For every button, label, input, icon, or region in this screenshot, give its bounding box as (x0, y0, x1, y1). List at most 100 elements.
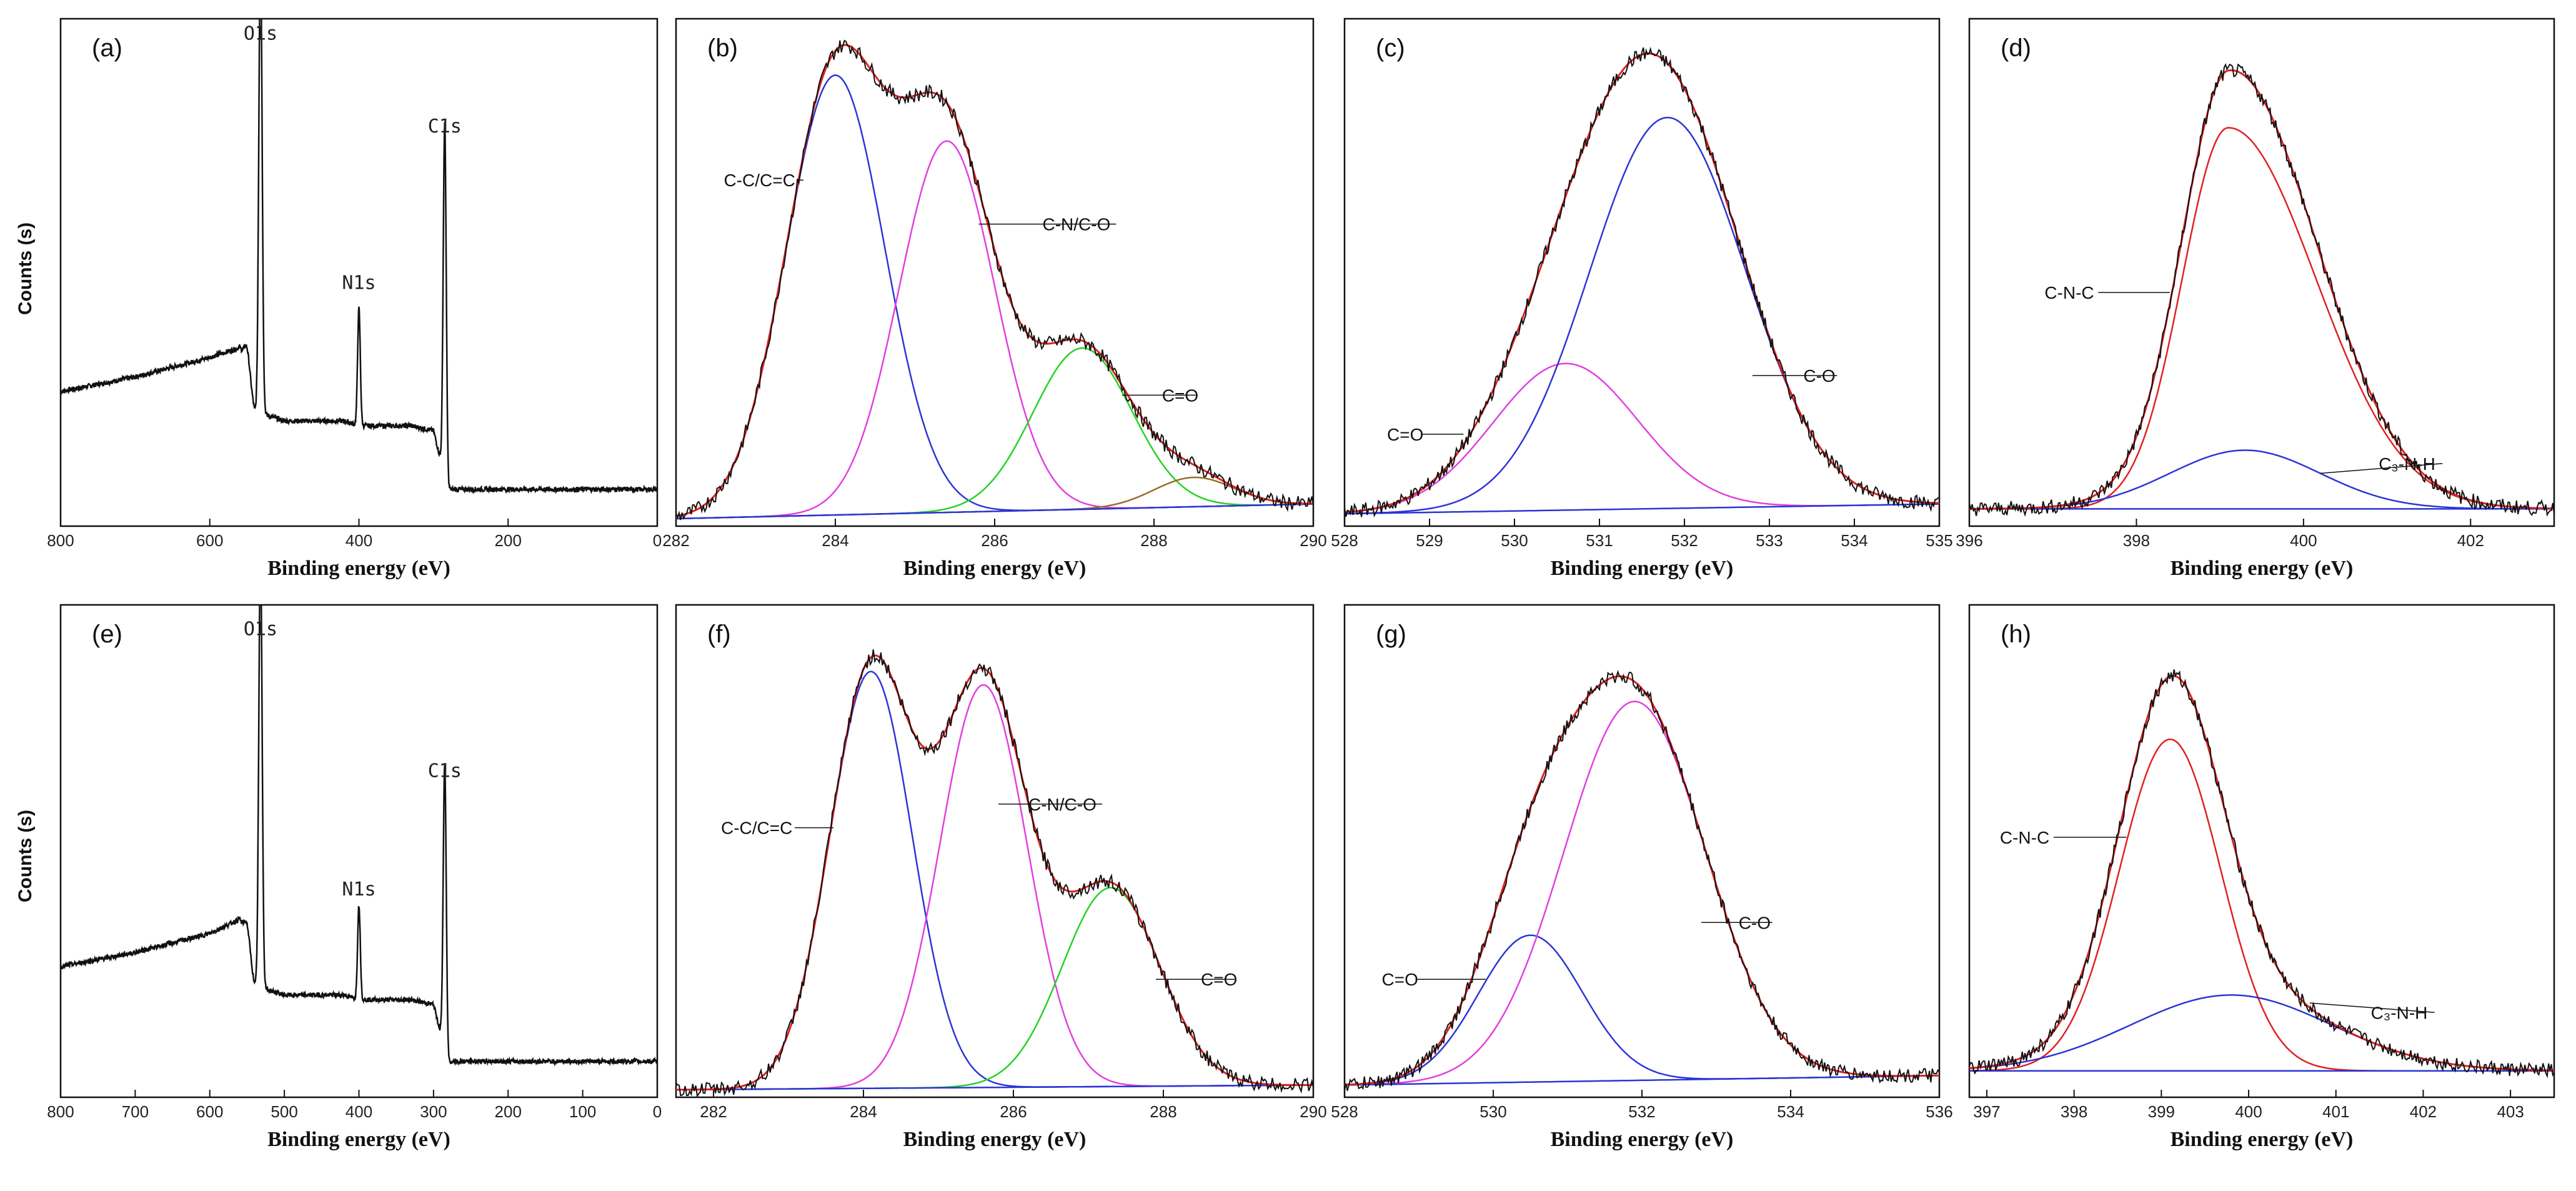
x-tick-label: 535 (1926, 531, 1952, 550)
x-tick-label: 288 (1150, 1102, 1176, 1121)
x-tick-label: 0 (653, 531, 662, 550)
x-axis-title: Binding energy (eV) (267, 1128, 450, 1151)
x-tick-label: 530 (1501, 531, 1528, 550)
x-tick-label: 200 (495, 531, 522, 550)
annotation-label: C-O (1803, 366, 1835, 386)
x-axis-title: Binding energy (eV) (2171, 1128, 2354, 1151)
peak-label: N1s (342, 879, 375, 900)
panel-frame (1968, 17, 2555, 527)
panel-e: 800 700 600 500 400 300 200 100 0 Binding energy … (47, 604, 662, 1151)
x-tick-label: 300 (420, 1102, 447, 1121)
x-tick-label: 528 (1331, 531, 1358, 550)
annotation-label: C-N/C-O (1028, 795, 1097, 814)
x-axis-title: Binding energy (eV) (2171, 557, 2354, 580)
x-tick-label: 401 (2322, 1102, 2349, 1121)
plot-area (61, 605, 657, 1067)
series-c-n-c (1969, 127, 2554, 510)
annotation-label: C₃-N-H (2371, 1003, 2428, 1022)
x-tick-label: 288 (1140, 531, 1167, 550)
y-axis-label-top: Counts (s) (15, 222, 36, 315)
x-tick-label: 398 (2061, 1102, 2087, 1121)
x-tick-label: 536 (1926, 1102, 1952, 1121)
x-tick-label: 282 (700, 1102, 727, 1121)
x-tick-label: 600 (196, 531, 223, 550)
x-tick-label: 100 (569, 1102, 596, 1121)
plot-area (1969, 62, 2554, 517)
x-tick-label: 534 (1777, 1102, 1804, 1121)
peak-label: O1s (244, 618, 277, 640)
x-tick-label: 534 (1841, 531, 1867, 550)
x-tick-label: 400 (2235, 1102, 2262, 1121)
x-tick-label: 700 (122, 1102, 149, 1121)
x-axis-title: Binding energy (eV) (903, 557, 1087, 580)
series-raw (676, 39, 1313, 521)
survey-spectrum (61, 19, 657, 495)
annotation-leader (2309, 1002, 2435, 1014)
x-tick-label: 286 (1000, 1102, 1027, 1121)
x-axis-title: Binding energy (eV) (267, 557, 450, 580)
annotation-leader (2320, 463, 2443, 474)
x-tick-label: 200 (495, 1102, 522, 1121)
x-tick-label: 400 (2290, 531, 2317, 550)
panel-frame (1343, 17, 1941, 527)
peak-label: C1s (428, 760, 462, 782)
series-background (1345, 1075, 1939, 1086)
x-tick-label: 400 (346, 531, 372, 550)
annotation-label: C=O (1382, 970, 1418, 989)
panel-label: (e) (92, 620, 122, 648)
series-raw (676, 649, 1313, 1097)
panel-label: (f) (707, 620, 731, 648)
x-tick-label: 284 (850, 1102, 877, 1121)
peak-label: C1s (428, 116, 462, 137)
x-tick-label: 528 (1331, 1102, 1358, 1121)
panel-label: (b) (707, 34, 738, 62)
x-tick-label: 800 (47, 531, 74, 550)
plot-area (676, 39, 1313, 521)
x-tick-label: 284 (822, 531, 848, 550)
series-raw (1969, 669, 2554, 1079)
x-tick-label: 400 (346, 1102, 372, 1121)
panel-b: 282 284 286 288 290 Binding energy (eV) (b) C-C… (662, 17, 1327, 580)
x-tick-label: 530 (1479, 1102, 1506, 1121)
panel-label: (d) (2001, 34, 2031, 62)
panel-f: 282 284 286 288 290 Binding energy (eV) (f) C-C… (675, 604, 1327, 1151)
series-fit (1345, 675, 1939, 1086)
plot-area (1969, 669, 2554, 1079)
panel-c: 528 529 530 531 532 533 534 535 Binding energy (… (1331, 17, 1953, 580)
series-raw (1345, 46, 1939, 517)
annotation-label: C₃-N-H (2379, 454, 2435, 474)
x-tick-label: 600 (196, 1102, 223, 1121)
annotation-label: C-N-C (2044, 283, 2094, 302)
annotation-label: C=O (1162, 386, 1198, 405)
x-tick-label: 800 (47, 1102, 74, 1121)
x-axis-title: Binding energy (eV) (1551, 1128, 1734, 1151)
x-tick-label: 396 (1956, 531, 1982, 550)
plot-area (1345, 670, 1939, 1091)
panel-label: (g) (1376, 620, 1406, 648)
annotation-label: C-N/C-O (1043, 215, 1111, 234)
x-tick-label: 398 (2123, 531, 2150, 550)
x-tick-label: 403 (2497, 1102, 2524, 1121)
x-tick-label: 397 (1973, 1102, 2000, 1121)
series-raw (1345, 670, 1939, 1091)
panel-frame (1968, 604, 2555, 1099)
x-tick-label: 402 (2410, 1102, 2437, 1121)
annotation-label: C-C/C=C (724, 171, 795, 190)
x-tick-label: 290 (1300, 1102, 1326, 1121)
annotation-label: C-O (1739, 913, 1771, 932)
annotation-label: C=O (1201, 970, 1237, 989)
panel-label: (a) (92, 34, 122, 62)
x-tick-label: 500 (271, 1102, 297, 1121)
annotation-label: C=O (1387, 425, 1423, 444)
panel-g: 528 530 532 534 536 Binding energy (eV) (g) C=O… (1331, 604, 1953, 1151)
series-background (676, 503, 1313, 520)
x-tick-label: 0 (653, 1102, 662, 1121)
x-tick-label: 531 (1586, 531, 1613, 550)
panel-a: 800 600 400 200 0 Binding energy (eV) (a) O1s N1… (47, 17, 662, 580)
x-tick-label: 282 (662, 531, 689, 550)
x-tick-label: 533 (1756, 531, 1783, 550)
panel-frame (675, 604, 1315, 1099)
plot-area (676, 649, 1313, 1097)
y-axis-label-bottom: Counts (s) (15, 810, 36, 902)
